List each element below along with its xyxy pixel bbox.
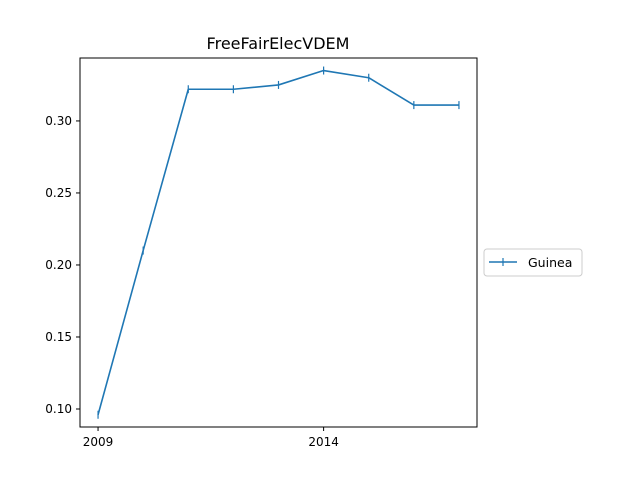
- x-tick-label: 2014: [308, 435, 339, 449]
- y-tick-label: 0.10: [45, 402, 72, 416]
- axes-frame: [79, 57, 478, 428]
- legend: Guinea: [483, 248, 583, 277]
- legend-frame: [483, 248, 583, 277]
- plot-area: [97, 66, 460, 419]
- x-tick-label: 2009: [83, 435, 114, 449]
- y-tick-label: 0.25: [45, 186, 72, 200]
- y-tick-label: 0.30: [45, 114, 72, 128]
- legend-label-guinea: Guinea: [528, 255, 572, 270]
- y-tick-label: 0.20: [45, 258, 72, 272]
- chart-title: FreeFairElecVDEM: [207, 34, 350, 53]
- axes: 2009 2014 0.10 0.15 0.20 0.25 0.30: [45, 57, 478, 449]
- y-tick-label: 0.15: [45, 330, 72, 344]
- series-line-0: [97, 69, 459, 415]
